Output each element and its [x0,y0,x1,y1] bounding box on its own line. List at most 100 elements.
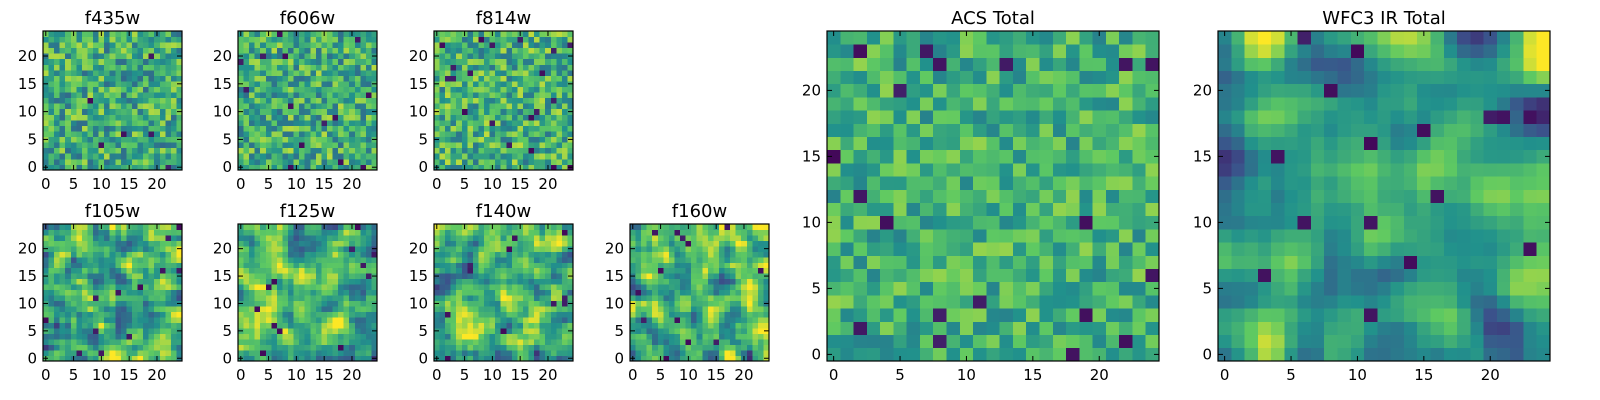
heatmap-cell [467,295,474,302]
heatmap-cell [718,339,725,345]
heatmap-cell [635,355,642,362]
heatmap-cell [556,97,563,104]
heatmap-cell [159,333,166,340]
y-tick-label: 10 [18,294,37,312]
heatmap-cell [276,47,283,54]
heatmap-cell [332,256,339,263]
heatmap-cell [148,284,155,291]
heatmap-cell [165,142,172,149]
heatmap-cell [315,92,322,99]
heatmap-cell [137,267,144,274]
heatmap-cell [500,158,507,165]
heatmap-cell [1105,295,1120,309]
heatmap-cell [741,306,748,313]
heatmap-cell [154,333,161,340]
heatmap-cell [365,42,372,49]
heatmap-cell [500,97,507,104]
heatmap-cell [165,114,172,121]
heatmap-cell [120,245,127,252]
heatmap-cell [165,273,172,280]
heatmap-cell [170,147,177,154]
heatmap-cell [445,92,452,99]
heatmap-cell [43,295,49,302]
heatmap-cell [170,142,177,149]
heatmap-cell [148,97,155,104]
heatmap-cell [126,142,133,149]
heatmap-cell [93,256,99,263]
heatmap-cell [663,339,670,345]
heatmap-cell [439,328,446,334]
heatmap-cell [109,328,116,334]
heatmap-cell [315,103,322,110]
heatmap-cell [866,229,881,243]
heatmap-cell [511,350,518,356]
heatmap-cell [567,295,574,302]
heatmap-cell [354,108,361,115]
heatmap-cell [763,339,770,345]
heatmap-cell [276,114,283,121]
heatmap-cell [143,284,150,291]
heatmap-cell [680,240,686,247]
heatmap-cell [691,284,698,291]
heatmap-cell [109,86,116,93]
heatmap-cell [489,245,496,252]
heatmap-cell [304,234,311,241]
heatmap-cell [445,295,452,302]
heatmap-cell [304,278,311,285]
heatmap-cell [450,69,457,76]
heatmap-cell [550,136,557,143]
heatmap-cell [104,234,111,241]
heatmap-cell [556,136,563,143]
heatmap-cell [1026,189,1040,203]
heatmap-cell [999,295,1014,309]
heatmap-cell [120,339,127,345]
heatmap-cell [752,295,759,302]
heatmap-cell [696,350,703,356]
heatmap-cell [299,300,306,307]
heatmap-cell [321,136,328,143]
heatmap-cell [249,234,256,241]
heatmap-cell [243,306,250,313]
heatmap-cell [115,278,122,285]
heatmap-cell [853,176,868,190]
heatmap-cell [866,334,881,349]
heatmap-cell [511,81,518,87]
heatmap-cell [371,64,378,71]
heatmap-cell [260,42,267,49]
heatmap-cell [746,245,753,252]
heatmap-cell [478,339,485,345]
heatmap-cell [238,240,244,247]
heatmap-cell [456,47,463,54]
heatmap-cell [450,31,457,37]
heatmap-cell [238,69,244,76]
heatmap-cell [176,131,183,138]
heatmap-cell [763,251,770,258]
heatmap-cell [1012,281,1027,296]
heatmap-cell [288,53,294,60]
heatmap-cell [674,328,681,334]
heatmap-cell [143,289,150,296]
heatmap-cell [93,125,99,132]
heatmap-cell [120,81,127,87]
heatmap-cell [371,306,378,313]
heatmap-cell [238,333,244,340]
heatmap-cell [495,58,502,65]
heatmap-cell [332,306,339,313]
heatmap-cell [641,256,648,263]
heatmap-cell [48,64,55,71]
heatmap-cell [752,355,759,362]
heatmap-cell [98,75,105,82]
heatmap-cell [137,234,144,241]
heatmap-cell [59,240,66,247]
heatmap-cell [511,317,518,324]
heatmap-cell [254,53,261,60]
heatmap-cell [48,339,55,345]
heatmap-cell [249,58,256,65]
heatmap-cell [919,281,934,296]
heatmap-cell [304,31,311,37]
heatmap-cell [338,31,345,37]
heatmap-cell [304,53,311,60]
heatmap-cell [730,311,737,318]
